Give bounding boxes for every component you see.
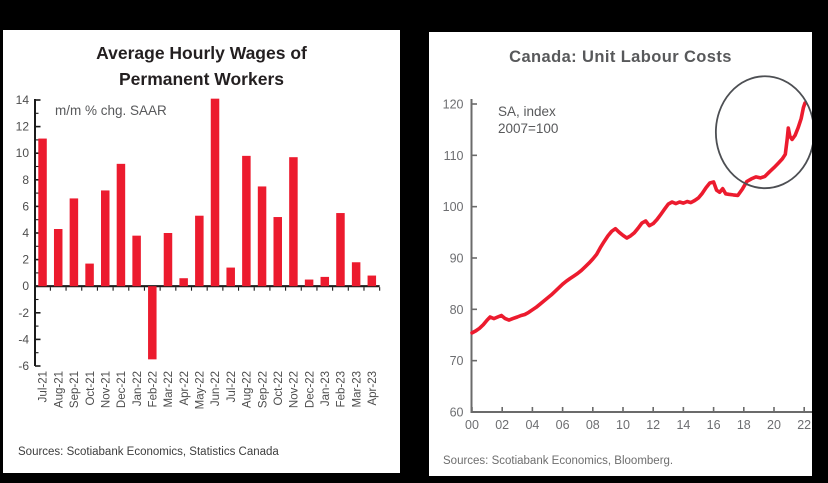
wages-bar-chart-svg: 14 12 10 8 6 4 2 0 -2 -4 -6 Jul-21 Aug-21 Sep-21 Oct-2… (16, 93, 381, 409)
x-tick-label: 18 (737, 418, 751, 432)
wages-units-label: m/m % chg. SAAR (55, 103, 167, 118)
x-category-label: Oct-21 (85, 371, 97, 406)
y-tick-label: 70 (450, 354, 464, 368)
wages-chart-title: Average Hourly Wages of Permanent Worker… (3, 40, 400, 92)
bar (367, 275, 377, 287)
ulc-line-chart-svg: 60 70 80 90 100 110 120 00 02 04 06 08 10 12 14 16 18 20 2… (443, 75, 812, 432)
bar (179, 278, 188, 287)
x-tick-label: 06 (556, 418, 570, 432)
wages-chart-title-line2: Permanent Workers (118, 69, 285, 89)
y-tick-label: 110 (444, 149, 464, 163)
bar (242, 155, 251, 287)
y-tick-label: 2 (22, 253, 29, 267)
x-category-label: Mar-23 (351, 371, 363, 407)
x-tick-label: 14 (676, 418, 690, 432)
y-tick-label: 120 (443, 98, 464, 112)
bar (101, 190, 110, 287)
bar (132, 235, 141, 287)
x-category-label: Mar-22 (163, 371, 175, 407)
x-tick-label: 00 (465, 418, 479, 432)
x-category-label: Dec-21 (116, 371, 128, 408)
y-tick-label: 6 (22, 199, 29, 213)
bar (53, 229, 63, 287)
wages-sources: Sources: Scotiabank Economics, Statistic… (18, 446, 279, 458)
x-tick-label: 08 (586, 418, 600, 432)
x-category-label: Apr-22 (179, 371, 191, 406)
highlight-circle (714, 75, 812, 190)
ulc-chart-title: Canada: Unit Labour Costs (509, 48, 732, 66)
x-category-label: Nov-22 (289, 371, 301, 408)
x-category-label: Feb-22 (148, 371, 160, 407)
bar (336, 213, 345, 287)
y-tick-label: 14 (16, 93, 30, 107)
ulc-sources: Sources: Scotiabank Economics, Bloomberg… (443, 455, 674, 467)
ulc-units-line2: 2007=100 (498, 121, 559, 136)
bar (273, 217, 282, 287)
x-category-label: Jan-22 (132, 371, 144, 406)
wages-chart-title-line1: Average Hourly Wages of (96, 43, 307, 63)
bar (195, 215, 204, 287)
x-category-label: Apr-23 (367, 371, 379, 406)
bar (148, 286, 157, 360)
bar (163, 233, 173, 287)
bar (351, 262, 361, 287)
x-category-label: Aug-22 (242, 371, 254, 408)
x-category-label: Oct-22 (273, 371, 285, 406)
x-tick-label: 20 (767, 418, 781, 432)
ulc-units-label: SA, index 2007=100 (498, 103, 558, 137)
y-tick-label: 10 (16, 146, 30, 160)
x-category-label: Jun-22 (210, 371, 222, 406)
x-tick-label: 10 (616, 418, 630, 432)
x-tick-label: 22 (797, 418, 811, 432)
bar (38, 138, 47, 287)
bar (116, 163, 126, 287)
ulc-units-line1: SA, index (498, 104, 556, 119)
x-category-label: Sep-22 (257, 371, 269, 408)
bar (210, 98, 220, 287)
y-tick-label: 12 (16, 120, 30, 134)
y-tick-label: -6 (18, 359, 29, 373)
y-tick-label: 0 (22, 279, 29, 293)
y-tick-label: 60 (450, 405, 464, 419)
bar (226, 267, 235, 287)
x-tick-label: 16 (707, 418, 721, 432)
x-category-label: Jul-22 (226, 371, 238, 402)
y-tick-label: 80 (450, 303, 464, 317)
y-tick-label: 90 (450, 251, 464, 265)
bar (304, 279, 314, 287)
ulc-line (470, 101, 807, 335)
x-category-label: Aug-21 (53, 371, 65, 408)
ulc-chart-card: Canada: Unit Labour Costs SA, index 2007… (429, 32, 812, 476)
x-tick-label: 12 (646, 418, 660, 432)
x-tick-label: 04 (525, 418, 539, 432)
y-tick-label: 4 (22, 226, 29, 240)
bar (257, 186, 267, 287)
y-tick-label: 100 (443, 200, 464, 214)
y-tick-label: -4 (18, 332, 29, 346)
y-tick-label: -2 (18, 306, 29, 320)
x-category-label: Nov-21 (100, 371, 112, 408)
x-category-label: Dec-22 (304, 371, 316, 408)
bar (289, 157, 298, 287)
x-category-label: Feb-23 (336, 371, 348, 407)
bar (69, 198, 79, 287)
x-category-label: Sep-21 (69, 371, 81, 408)
bar (85, 263, 94, 287)
bar (320, 276, 330, 287)
x-tick-label: 02 (495, 418, 509, 432)
x-category-label: Jan-23 (320, 371, 332, 406)
y-tick-label: 8 (22, 173, 29, 187)
wages-chart-card: Average Hourly Wages of Permanent Worker… (3, 30, 400, 473)
x-category-label: May-22 (195, 371, 207, 409)
x-category-label: Jul-21 (38, 371, 50, 402)
